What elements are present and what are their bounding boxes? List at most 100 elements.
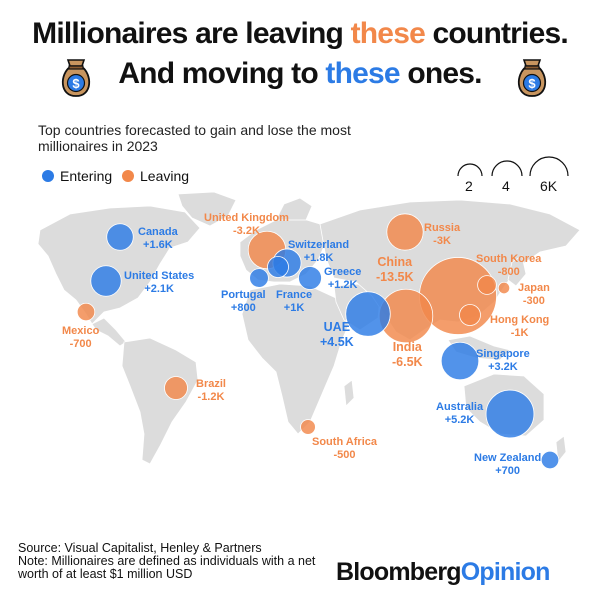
- bubble-uae: [345, 291, 391, 337]
- bubble-canada: [106, 223, 134, 251]
- label-canada: Canada +1.6K: [138, 226, 178, 252]
- land-madagascar: [343, 379, 355, 407]
- country-name: United Kingdom: [204, 212, 289, 224]
- size-legend: 2 4 6K: [452, 150, 582, 200]
- money-bag-icon: $: [517, 59, 547, 97]
- country-value: +1.8K: [303, 252, 334, 264]
- source-note: Source: Visual Capitalist, Henley & Part…: [18, 541, 262, 555]
- legend-leaving-swatch: [122, 170, 134, 182]
- country-name: New Zealand: [474, 452, 542, 464]
- country-value: -3K: [433, 235, 451, 247]
- land-north-america: [37, 205, 201, 325]
- label-switzerland: Switzerland +1.8K: [288, 239, 349, 265]
- bubble-greece: [298, 266, 322, 290]
- country-value: -800: [497, 266, 520, 278]
- country-name: France: [276, 289, 313, 301]
- size-legend-label: 6K: [540, 178, 558, 194]
- country-name: Greece: [324, 266, 362, 278]
- bubble-hong-kong: [459, 304, 481, 326]
- country-value: -1.2K: [197, 391, 225, 403]
- country-value: +800: [230, 302, 256, 314]
- label-south-africa: South Africa -500: [312, 436, 377, 462]
- country-name: Russia: [424, 222, 461, 234]
- bubble-france: [267, 256, 289, 278]
- country-value: +4.5K: [320, 335, 354, 349]
- country-name: Switzerland: [288, 239, 350, 251]
- legend-entering-label: Entering: [60, 168, 113, 184]
- world-map: [37, 191, 581, 470]
- country-name: Australia: [436, 401, 484, 413]
- country-value: -500: [333, 449, 356, 461]
- country-value: +3.2K: [488, 361, 518, 373]
- size-legend-arcs: [457, 156, 569, 177]
- footer-notes: Source: Visual Capitalist, Henley & Part…: [18, 542, 318, 581]
- country-name: Hong Kong: [490, 314, 550, 326]
- label-singapore: Singapore +3.2K: [476, 348, 530, 374]
- bubble-mexico: [76, 302, 96, 322]
- label-portugal: Portugal +800: [221, 289, 266, 315]
- brand-logo-part2: Opinion: [460, 558, 551, 586]
- size-legend-arc-small: [457, 163, 483, 177]
- country-value: -3.2K: [233, 225, 260, 237]
- country-name: Canada: [138, 226, 178, 238]
- label-hong-kong: Hong Kong -1K: [490, 314, 549, 340]
- label-brazil: Brazil -1.2K: [196, 378, 226, 404]
- land-south-america: [121, 337, 199, 465]
- size-legend-label: 2: [465, 178, 473, 194]
- svg-text:$: $: [528, 76, 536, 91]
- headline-text-end: ones.: [399, 57, 482, 90]
- label-uae: UAE +4.5K: [320, 320, 354, 350]
- headline-text: And moving to: [118, 57, 326, 90]
- land-scandinavia: [275, 197, 313, 221]
- chart-subtitle: Top countries forecasted to gain and los…: [38, 122, 351, 154]
- bubble-south-africa: [300, 419, 316, 435]
- bubble-brazil: [164, 376, 188, 400]
- land-japan: [507, 255, 527, 287]
- headline-line-2: And moving to these ones.: [0, 56, 600, 92]
- country-name: Japan: [518, 282, 550, 294]
- bubble-singapore: [440, 341, 480, 381]
- size-legend-arc-medium: [491, 160, 523, 177]
- country-value: -700: [69, 338, 92, 350]
- label-france: France +1K: [276, 289, 312, 315]
- bubble-australia: [485, 389, 535, 439]
- label-japan: Japan -300: [518, 282, 550, 308]
- country-value: +1.2K: [327, 279, 358, 291]
- country-value: -13.5K: [376, 270, 414, 284]
- country-value: +700: [495, 465, 521, 477]
- country-value: -300: [522, 295, 545, 307]
- label-china: China -13.5K: [376, 255, 414, 285]
- country-name: Singapore: [476, 348, 530, 360]
- headline-highlight-entering: these: [325, 57, 400, 90]
- country-value: -1K: [510, 327, 529, 339]
- country-value: -6.5K: [392, 355, 423, 369]
- definition-note: Note: Millionaires are defined as indivi…: [18, 554, 316, 581]
- country-value: +1.6K: [143, 239, 173, 251]
- country-name: Brazil: [196, 378, 226, 390]
- legend-leaving: Leaving: [122, 168, 189, 184]
- country-name: India: [392, 340, 422, 354]
- country-name: Mexico: [62, 325, 100, 337]
- legend-leaving-label: Leaving: [140, 168, 190, 184]
- headline-line-1: Millionaires are leaving these countries…: [0, 16, 600, 52]
- country-name: UAE: [323, 320, 351, 334]
- svg-text:$: $: [72, 76, 80, 91]
- bubble-russia: [386, 213, 424, 251]
- country-name: South Africa: [312, 436, 377, 448]
- bubble-south-korea: [477, 275, 497, 295]
- land-central-america: [91, 317, 127, 347]
- country-name: United States: [124, 270, 195, 282]
- legend-entering-swatch: [42, 170, 54, 182]
- headline-text-end: countries.: [424, 17, 569, 50]
- country-name: South Korea: [476, 253, 542, 265]
- bubble-new-zealand: [540, 450, 560, 470]
- money-bag-icon: $: [61, 59, 91, 97]
- label-south-korea: South Korea -800: [476, 253, 541, 279]
- headline-highlight-leaving: these: [350, 17, 426, 50]
- size-legend-label: 4: [502, 178, 510, 194]
- size-legend-arc-large: [529, 156, 569, 177]
- country-name: China: [377, 255, 413, 269]
- label-australia: Australia +5.2K: [436, 401, 483, 427]
- label-russia: Russia -3K: [424, 222, 460, 248]
- country-value: +2.1K: [144, 283, 174, 295]
